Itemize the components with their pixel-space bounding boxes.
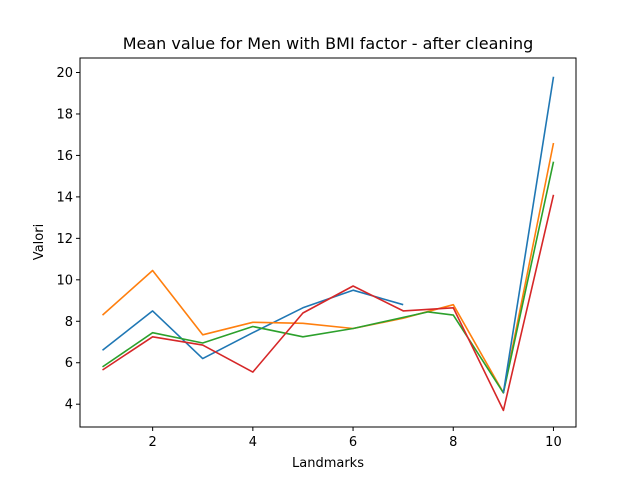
- y-tick-label: 6: [65, 356, 73, 371]
- x-tick-label: 4: [249, 435, 257, 450]
- y-tick-label: 20: [56, 66, 73, 81]
- series-line-2: [101, 142, 555, 394]
- y-tick-label: 10: [56, 273, 73, 288]
- series-line-3: [102, 161, 555, 394]
- y-tick-label: 4: [65, 398, 73, 413]
- y-tick-label: 14: [56, 190, 73, 205]
- plot-frame: [79, 57, 577, 428]
- x-tick-label: 6: [349, 435, 357, 450]
- y-tick-label: 12: [56, 232, 73, 247]
- series-line-4: [102, 194, 555, 412]
- series-layer: [101, 76, 555, 412]
- series-line-5: [502, 76, 555, 393]
- x-tick-label: 8: [449, 435, 457, 450]
- x-axis: 2 4 6 8 10: [149, 427, 562, 450]
- x-tick-label: 10: [545, 435, 562, 450]
- y-tick-label: 18: [56, 107, 73, 122]
- y-tick-label: 16: [56, 149, 73, 164]
- y-axis-title: Valori: [32, 224, 47, 260]
- series-line-1: [102, 289, 404, 360]
- y-tick-label: 8: [65, 315, 73, 330]
- chart-title: Mean value for Men with BMI factor - aft…: [123, 34, 534, 53]
- y-axis: 4 6 8 10 12 14 16 18 20: [56, 66, 80, 413]
- x-axis-title: Landmarks: [292, 456, 364, 471]
- x-tick-label: 2: [149, 435, 157, 450]
